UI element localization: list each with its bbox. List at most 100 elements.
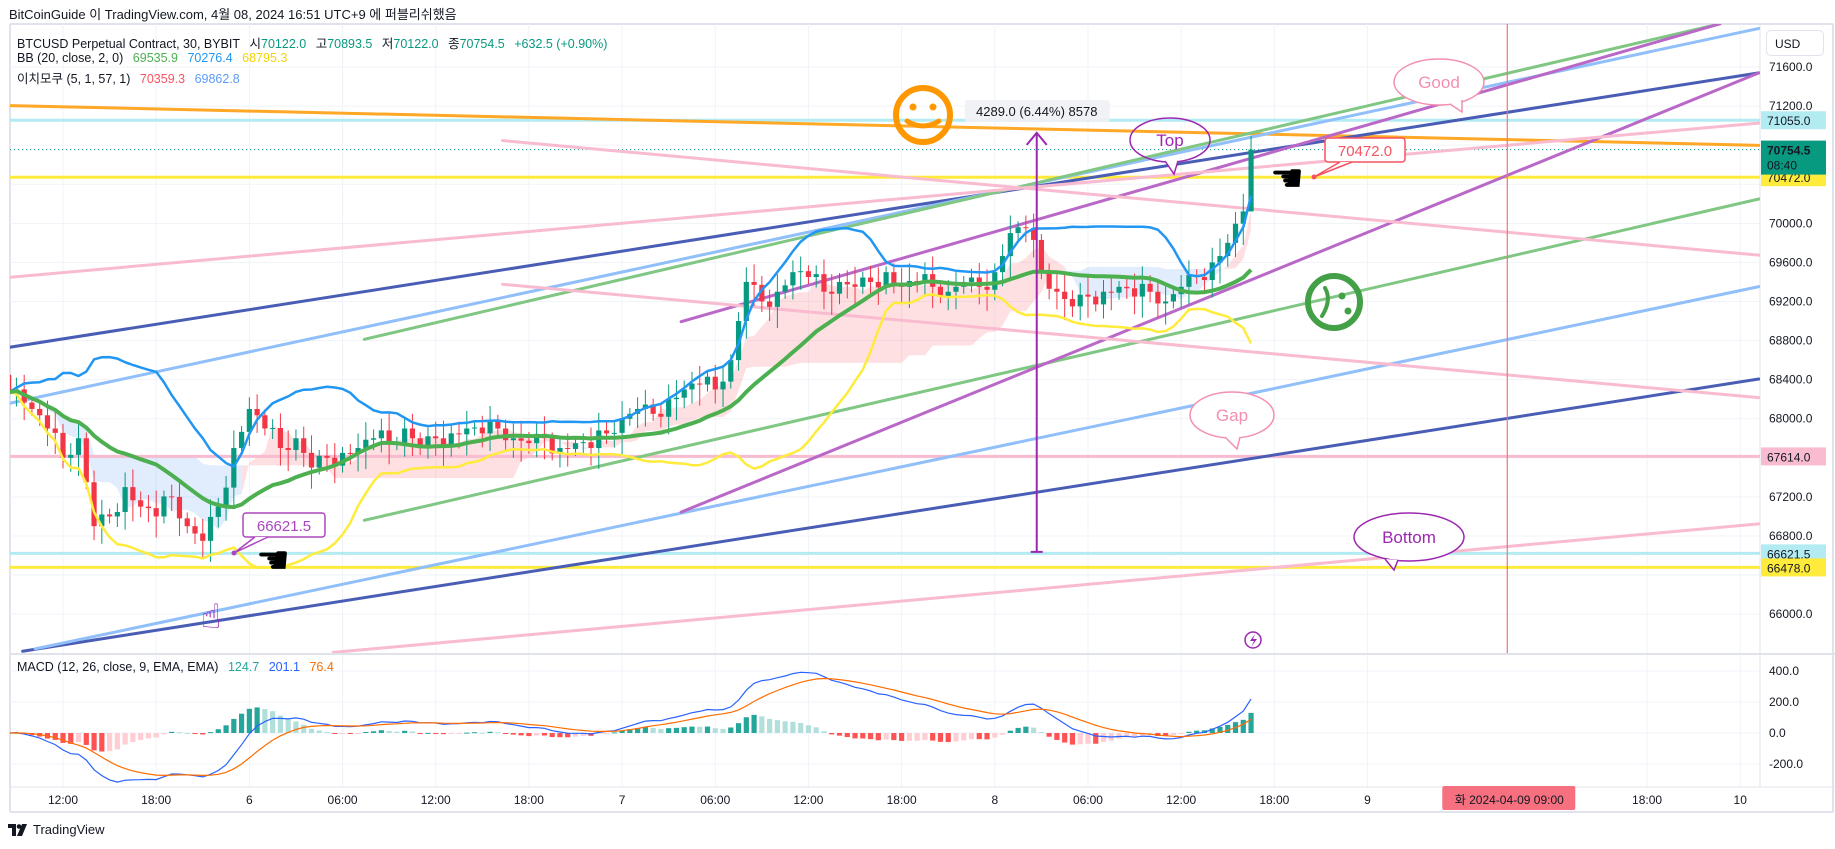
- candle-body: [673, 397, 680, 400]
- macd-histogram-bar: [767, 718, 773, 733]
- cloud-segment: [606, 440, 615, 448]
- tradingview-logo[interactable]: TradingView: [8, 822, 105, 837]
- candle-body: [91, 482, 97, 527]
- cloud-segment: [691, 400, 700, 421]
- horizontal-lines[interactable]: [10, 118, 1760, 569]
- macd-histogram-bar: [712, 728, 718, 733]
- cloud-segment: [645, 421, 654, 432]
- macd-histogram-bar: [60, 733, 66, 743]
- macd-histogram-bar: [153, 733, 159, 738]
- macd-histogram-bar: [999, 733, 1006, 735]
- candle-body: [316, 455, 322, 468]
- cloud-segment: [816, 277, 824, 363]
- macd-label[interactable]: MACD (12, 26, close, 9, EMA, EMA): [17, 660, 219, 674]
- macd-histogram-bar: [114, 733, 120, 750]
- price-tick-label: 66800.0: [1769, 529, 1813, 543]
- macd-histogram-bar: [1248, 712, 1254, 733]
- macd-histogram-bar: [456, 733, 462, 734]
- candle-body: [378, 430, 384, 439]
- macd-axis[interactable]: 400.0 200.0 0.0 -200.0: [1769, 664, 1803, 771]
- price-range-measure[interactable]: 4289.0 (6.44%) 8578: [964, 100, 1110, 553]
- candle-body: [720, 381, 726, 390]
- symbol-legend[interactable]: BTCUSD Perpetual Contract, 30, BYBIT 시70…: [17, 33, 613, 52]
- callout-top[interactable]: Top: [1129, 117, 1211, 176]
- time-tick-label: 7: [619, 793, 626, 807]
- macd-histogram-bar: [937, 733, 944, 742]
- macd-histogram-bar: [689, 726, 695, 733]
- candle-body: [611, 432, 617, 434]
- macd-histogram-bar: [976, 733, 982, 740]
- macd-legend[interactable]: MACD (12, 26, close, 9, EMA, EMA) 124.7 …: [17, 660, 340, 674]
- green-lower-trendline[interactable]: [362, 197, 1760, 522]
- cloud-segment: [342, 462, 351, 479]
- pink-trendline-3[interactable]: [500, 282, 1760, 400]
- current-price-badge: [1761, 140, 1826, 175]
- macd-histogram-bar: [339, 733, 346, 734]
- pink-trendline-4[interactable]: [331, 522, 1760, 653]
- green-upper-trendline[interactable]: [362, 24, 1722, 341]
- navy-upper-trendline[interactable]: [9, 71, 1760, 349]
- cloud-segment: [1165, 269, 1174, 296]
- candle-body: [565, 448, 571, 450]
- hand-pointing-left-icon[interactable]: ☚: [256, 538, 290, 582]
- cloud-segment: [878, 286, 887, 363]
- high-label: 고: [315, 37, 328, 51]
- ichimoku-legend[interactable]: 이치모쿠 (5, 1, 57, 1) 70359.3 69862.8: [17, 68, 246, 87]
- price-badge-label: 67614.0: [1767, 450, 1811, 464]
- macd-histogram-bar: [448, 733, 454, 734]
- macd-histogram-bar: [704, 726, 711, 733]
- hand-pointing-left-icon[interactable]: ☚: [1270, 156, 1304, 200]
- candle-body: [1054, 288, 1060, 292]
- price-axis[interactable]: 71600.0 71200.0 70000.0 69600.0 69200.0 68800…: [1761, 60, 1826, 621]
- hand-pointing-up-icon[interactable]: ☝: [201, 597, 222, 637]
- symbol-name[interactable]: BTCUSD Perpetual Contract, 30, BYBIT: [17, 37, 241, 51]
- price-tick-label: 70000.0: [1769, 216, 1813, 230]
- measure-label-box: [964, 100, 1110, 122]
- cloud-segment: [70, 420, 79, 439]
- price-badge: [1761, 544, 1826, 563]
- candle-body: [161, 496, 167, 517]
- navy-lower-trendline[interactable]: [21, 377, 1760, 653]
- time-axis[interactable]: 12:00 18:00 6 06:00 12:00 18:00 7 06:00 12:00 18:…: [48, 786, 1747, 810]
- pink-trendline-2[interactable]: [500, 139, 1760, 257]
- candle-body: [1209, 262, 1215, 280]
- macd-histogram-bar: [277, 715, 284, 733]
- trend-lines[interactable]: [9, 24, 1760, 653]
- candle-body: [301, 438, 307, 453]
- pink-trendline-1[interactable]: [9, 121, 1760, 279]
- candle-body: [487, 420, 493, 434]
- candle-body: [883, 272, 889, 288]
- confused-face-icon[interactable]: [1305, 273, 1363, 331]
- candle-body: [875, 281, 881, 288]
- price-label-low[interactable]: 66621.5: [231, 512, 326, 556]
- cloud-segment: [1080, 266, 1088, 298]
- callout-gap[interactable]: Gap: [1189, 391, 1275, 451]
- price-badge-label: 66621.5: [1767, 547, 1811, 561]
- ichimoku-label[interactable]: 이치모쿠 (5, 1, 57, 1): [17, 72, 131, 86]
- candle-body: [953, 286, 959, 292]
- price-badge-label: 70472.0: [1767, 171, 1811, 185]
- macd-histogram-bar: [394, 731, 400, 733]
- smiley-icon[interactable]: [893, 85, 953, 145]
- currency-button[interactable]: USD: [1766, 30, 1824, 56]
- lightblue-lower-trendline[interactable]: [33, 285, 1760, 651]
- price-label-high[interactable]: 70472.0: [1311, 137, 1406, 180]
- bb-label[interactable]: BB (20, close, 2, 0): [17, 51, 124, 65]
- candle-body: [456, 433, 462, 435]
- bb-legend[interactable]: BB (20, close, 2, 0) 69535.9 70276.4 687…: [17, 51, 293, 65]
- orange-trendline[interactable]: [9, 104, 1760, 147]
- lightning-icon[interactable]: [1244, 631, 1262, 649]
- candle-body: [689, 383, 695, 390]
- callout-bottom[interactable]: Bottom: [1353, 512, 1465, 572]
- callout-good[interactable]: Good: [1393, 58, 1485, 114]
- macd-line: [10, 671, 1252, 783]
- candle-body: [138, 500, 144, 507]
- candle-body: [1046, 272, 1052, 289]
- cloud-segment: [979, 286, 988, 339]
- price-label-high-text: 70472.0: [1338, 143, 1392, 160]
- cloud-segment: [1018, 257, 1026, 312]
- cloud-segment: [482, 430, 491, 479]
- purple-lower-trendline[interactable]: [679, 71, 1760, 514]
- candle-body: [169, 496, 175, 498]
